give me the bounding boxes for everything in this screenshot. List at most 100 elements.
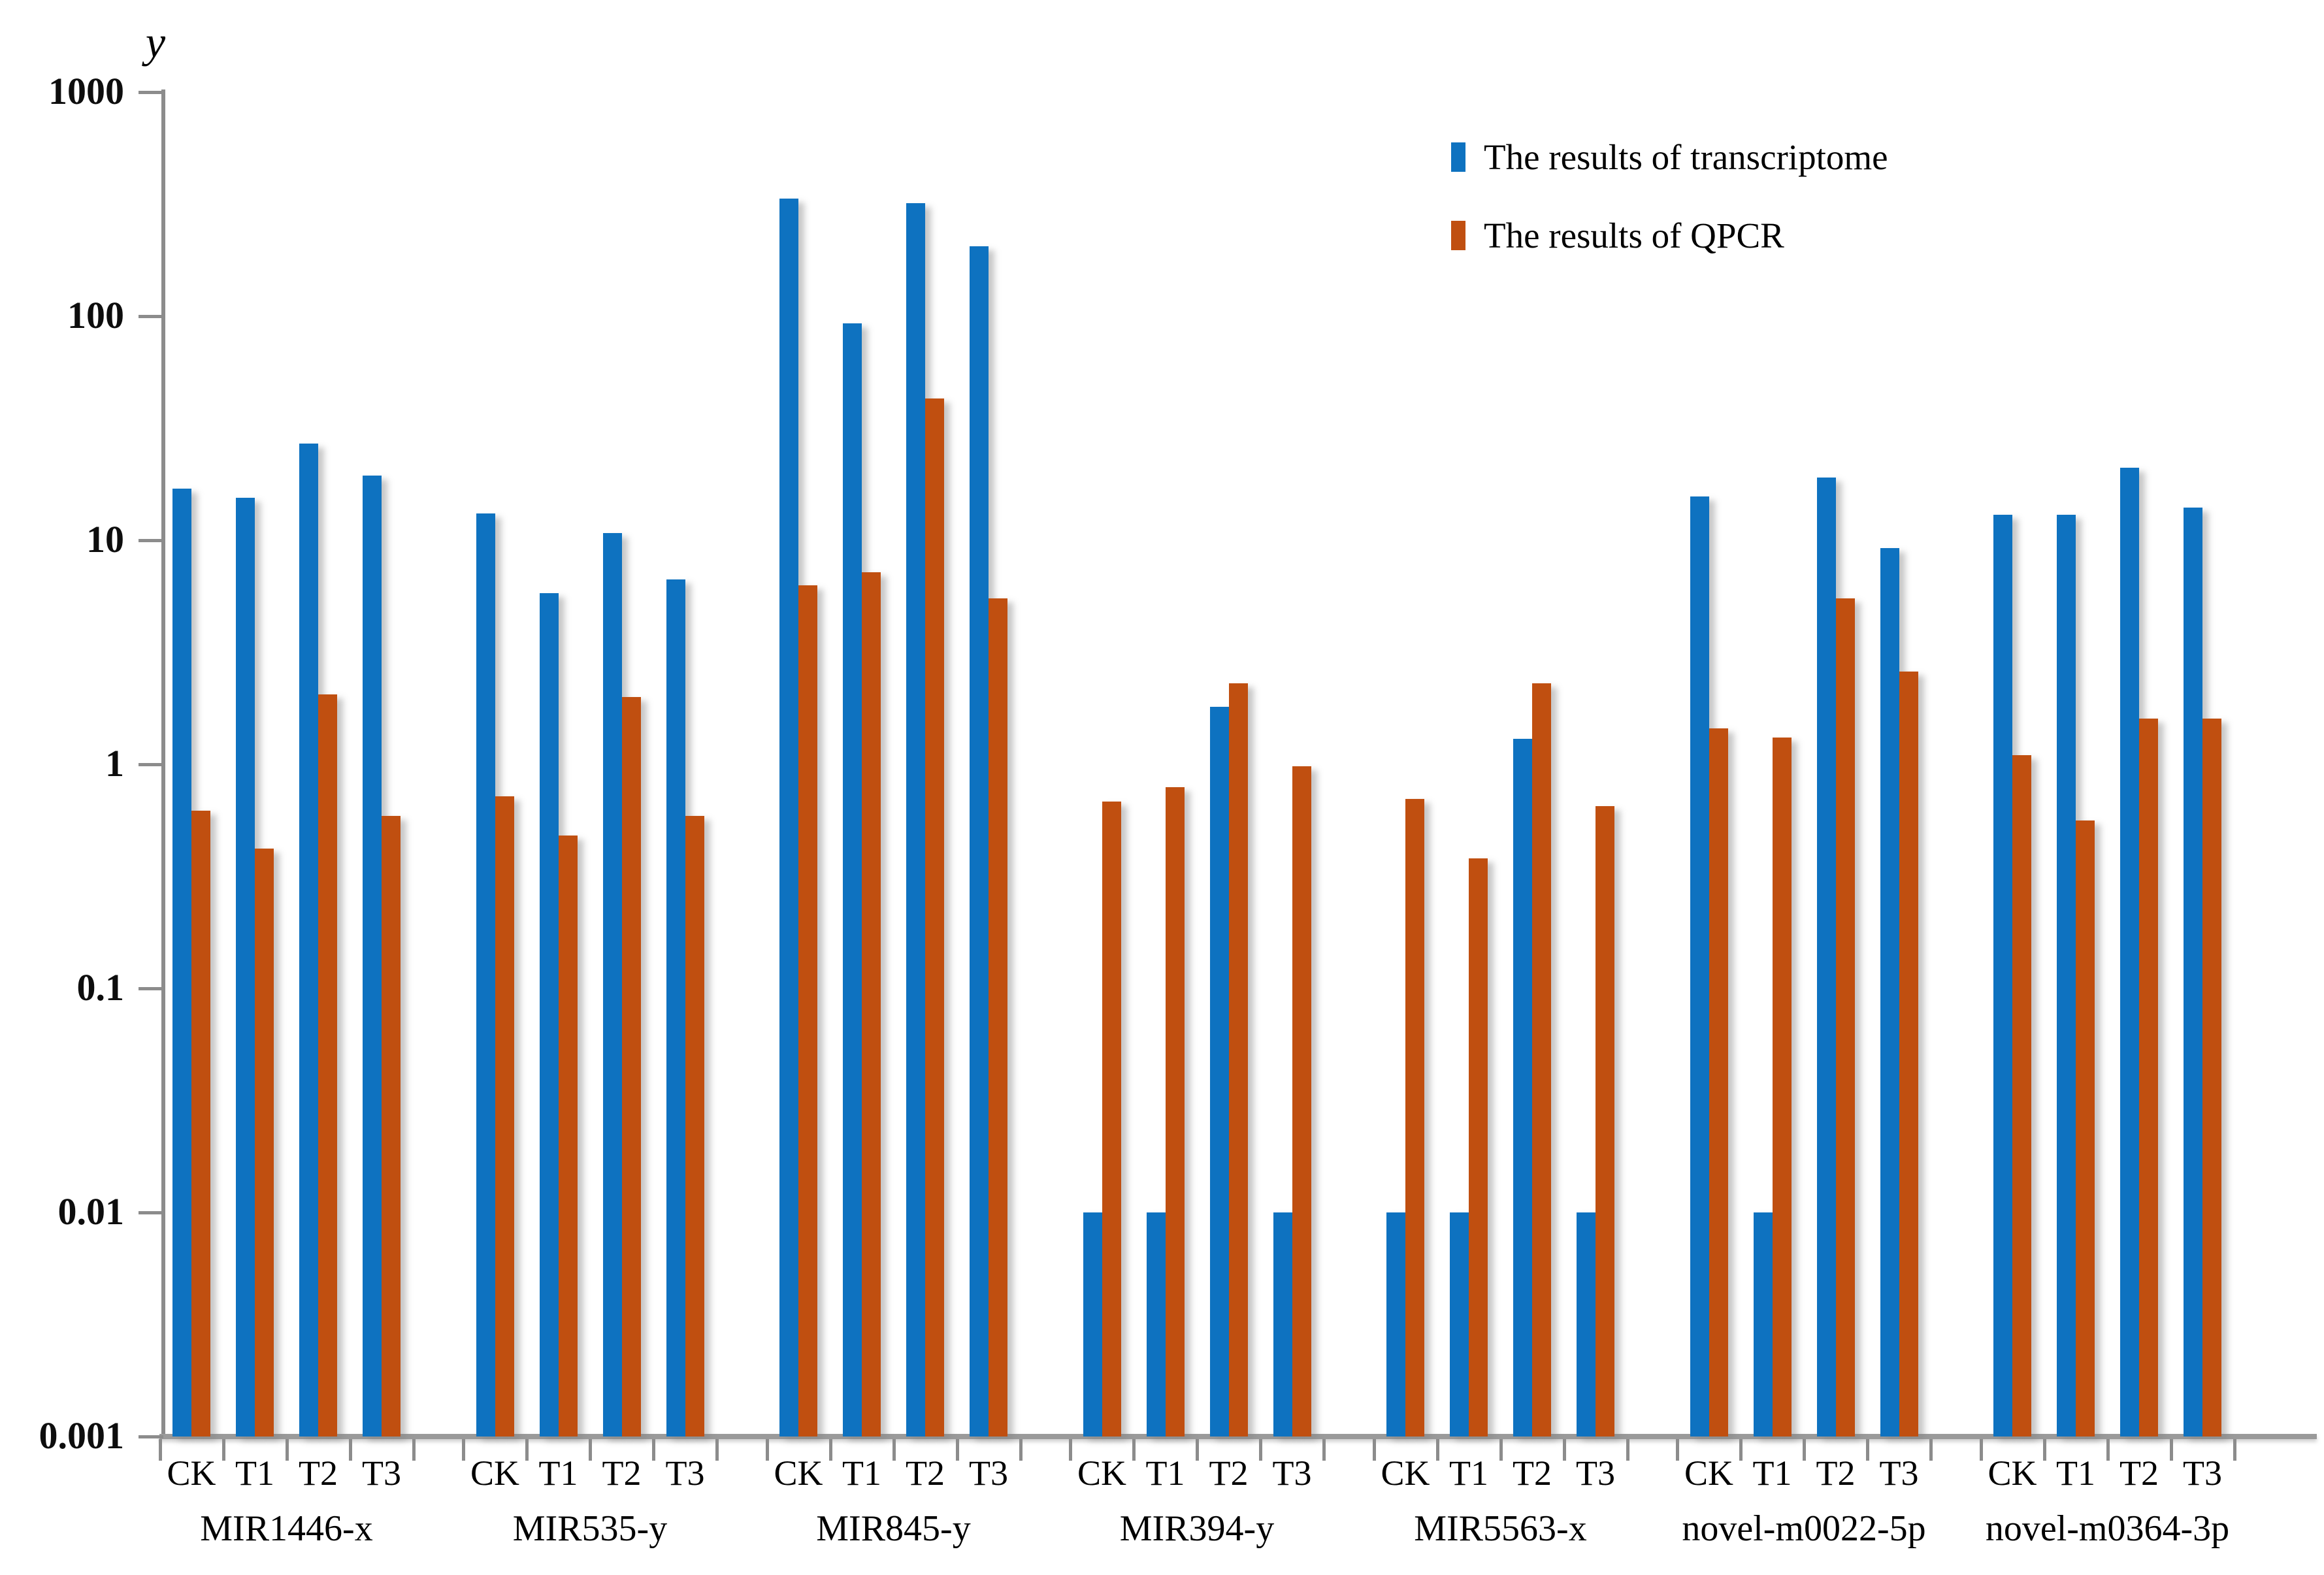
x-axis-tick — [1322, 1439, 1326, 1461]
x-axis-tick — [1626, 1439, 1629, 1461]
x-axis-tick — [765, 1439, 769, 1461]
x-category-label: T1 — [235, 1453, 274, 1493]
x-axis-line — [159, 1434, 2317, 1439]
x-axis-tick — [1562, 1439, 1566, 1461]
bar-qpcr-MIR845-y-T2 — [925, 398, 944, 1437]
bar-transcriptome-MIR1446-x-T3 — [363, 475, 382, 1437]
x-category-label: T1 — [1449, 1453, 1488, 1493]
x-category-label: T1 — [1752, 1453, 1792, 1493]
x-axis-tick — [525, 1439, 529, 1461]
x-category-label: CK — [1077, 1453, 1126, 1493]
bar-transcriptome-MIR845-y-T1 — [843, 323, 862, 1437]
x-axis-tick — [1929, 1439, 1933, 1461]
bar-transcriptome-novel-m0364-3p-T1 — [2057, 514, 2076, 1437]
x-category-label: T3 — [969, 1453, 1008, 1493]
bar-transcriptome-novel-m0364-3p-T3 — [2184, 507, 2202, 1437]
bar-qpcr-MIR394-y-T2 — [1228, 683, 1248, 1437]
y-axis-tick — [139, 539, 163, 542]
bar-qpcr-MIR5563-x-CK — [1405, 799, 1424, 1437]
x-axis-tick — [1979, 1439, 1983, 1461]
bar-transcriptome-novel-m0364-3p-T2 — [2120, 468, 2139, 1437]
bar-qpcr-MIR845-y-CK — [798, 585, 817, 1437]
x-category-label: T3 — [362, 1453, 401, 1493]
x-category-label: T2 — [602, 1453, 642, 1493]
bar-transcriptome-MIR535-y-T3 — [666, 579, 685, 1437]
bar-transcriptome-MIR394-y-CK — [1083, 1212, 1102, 1437]
y-axis-tick — [139, 91, 163, 94]
x-category-label: CK — [774, 1453, 823, 1493]
x-axis-tick — [2042, 1439, 2046, 1461]
y-axis-title: y — [145, 17, 166, 67]
x-category-label: T2 — [1816, 1453, 1856, 1493]
y-axis-line — [161, 89, 165, 1438]
bar-transcriptome-MIR1446-x-CK — [172, 488, 191, 1437]
bar-qpcr-MIR394-y-CK — [1102, 802, 1121, 1437]
x-axis-tick — [158, 1439, 162, 1461]
x-category-label: T3 — [1879, 1453, 1919, 1493]
x-category-label: T2 — [1513, 1453, 1552, 1493]
x-category-label: T3 — [2183, 1453, 2222, 1493]
y-tick-label: 10 — [86, 518, 124, 560]
x-axis-tick — [221, 1439, 225, 1461]
x-category-label: T3 — [1576, 1453, 1615, 1493]
x-axis-tick — [412, 1439, 416, 1461]
x-axis-tick — [1259, 1439, 1262, 1461]
y-tick-label: 1000 — [48, 70, 124, 112]
legend-swatch-transcriptome-icon — [1451, 142, 1465, 172]
x-axis-tick — [1069, 1439, 1072, 1461]
x-category-label: T1 — [538, 1453, 578, 1493]
bar-transcriptome-MIR535-y-CK — [476, 513, 495, 1437]
bar-qpcr-novel-m0364-3p-T3 — [2202, 718, 2221, 1437]
group-label: MIR845-y — [816, 1508, 971, 1549]
y-axis-tick — [139, 987, 163, 990]
y-tick-label: 0.1 — [76, 966, 125, 1009]
x-category-label: T1 — [1145, 1453, 1185, 1493]
x-category-label: T1 — [842, 1453, 881, 1493]
bar-qpcr-MIR1446-x-T2 — [318, 694, 337, 1437]
y-axis-tick — [139, 1435, 163, 1438]
bar-transcriptome-MIR394-y-T2 — [1209, 707, 1229, 1437]
bar-qpcr-MIR5563-x-T3 — [1596, 806, 1614, 1437]
bar-qpcr-MIR535-y-T1 — [558, 836, 578, 1437]
x-category-label: CK — [167, 1453, 216, 1493]
bar-qpcr-MIR535-y-T3 — [685, 815, 704, 1437]
x-category-label: CK — [1988, 1453, 2037, 1493]
bar-qpcr-MIR5563-x-T2 — [1532, 683, 1551, 1437]
bar-transcriptome-novel-m0022-5p-T3 — [1880, 548, 1899, 1437]
x-axis-tick — [892, 1439, 896, 1461]
x-category-label: T3 — [1272, 1453, 1312, 1493]
x-axis-tick — [1499, 1439, 1503, 1461]
legend-item-qpcr: The results of QPCR — [1451, 214, 1784, 256]
bar-qpcr-MIR1446-x-T3 — [382, 815, 401, 1437]
x-category-label: T2 — [906, 1453, 945, 1493]
bar-transcriptome-novel-m0022-5p-T1 — [1753, 1212, 1773, 1437]
x-axis-tick — [2169, 1439, 2173, 1461]
x-axis-tick — [1866, 1439, 1869, 1461]
bar-qpcr-novel-m0022-5p-CK — [1709, 728, 1728, 1437]
group-label: MIR5563-x — [1414, 1508, 1587, 1549]
group-label: novel-m0364-3p — [1985, 1508, 2230, 1549]
bar-qpcr-novel-m0022-5p-T2 — [1835, 598, 1855, 1437]
bar-qpcr-MIR5563-x-T1 — [1469, 858, 1488, 1437]
x-axis-tick — [2233, 1439, 2236, 1461]
x-category-label: T2 — [2119, 1453, 2159, 1493]
bar-qpcr-novel-m0364-3p-T1 — [2076, 820, 2095, 1437]
y-axis-tick — [139, 1211, 163, 1214]
y-tick-label: 0.001 — [39, 1414, 125, 1457]
y-tick-label: 100 — [67, 294, 124, 336]
legend-label-transcriptome: The results of transcriptome — [1484, 137, 1888, 177]
x-axis-tick — [1196, 1439, 1199, 1461]
bar-qpcr-MIR535-y-CK — [495, 796, 514, 1437]
bar-transcriptome-MIR845-y-T2 — [906, 203, 925, 1437]
x-category-label: T1 — [2056, 1453, 2095, 1493]
bar-qpcr-novel-m0022-5p-T3 — [1899, 671, 1918, 1437]
legend-swatch-qpcr-icon — [1451, 220, 1465, 250]
bar-transcriptome-MIR5563-x-CK — [1386, 1212, 1405, 1437]
x-axis-tick — [2106, 1439, 2110, 1461]
x-category-label: CK — [470, 1453, 519, 1493]
x-axis-tick — [285, 1439, 289, 1461]
bar-qpcr-MIR1446-x-T1 — [255, 849, 274, 1437]
bar-qpcr-MIR845-y-T1 — [862, 572, 881, 1437]
bar-transcriptome-MIR394-y-T3 — [1273, 1212, 1292, 1437]
bar-transcriptome-MIR1446-x-T1 — [236, 497, 255, 1437]
